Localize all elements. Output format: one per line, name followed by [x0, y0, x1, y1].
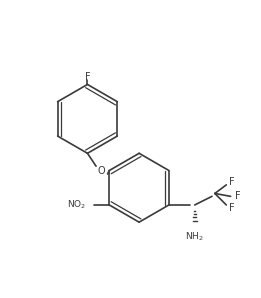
Text: F: F — [229, 177, 235, 187]
Text: F: F — [85, 72, 90, 82]
Text: F: F — [229, 203, 235, 213]
Text: F: F — [235, 191, 241, 201]
Text: NH$_2$: NH$_2$ — [185, 231, 204, 243]
Text: NO$_2$: NO$_2$ — [67, 199, 86, 211]
Text: O: O — [98, 165, 106, 176]
